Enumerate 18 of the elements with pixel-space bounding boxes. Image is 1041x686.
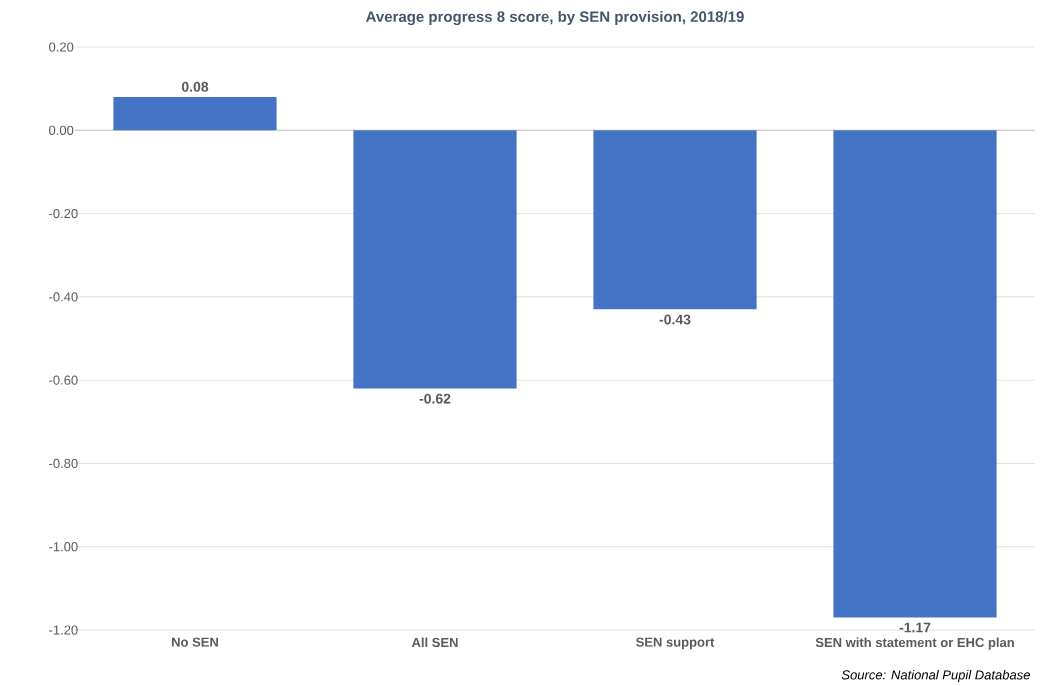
y-tick-label: -0.40	[49, 292, 78, 302]
data-label: 0.08	[181, 81, 209, 92]
x-tick-label: No SEN	[172, 637, 218, 647]
x-tick-label: SEN with statement or EHC plan	[815, 637, 1014, 650]
x-tick-label: SEN support	[636, 637, 715, 650]
source-note: Source: National Pupil Database	[841, 669, 1030, 683]
y-tick-label: -0.80	[49, 458, 78, 469]
x-tick-label: All SEN	[411, 637, 458, 648]
y-tick-label: -1.00	[49, 542, 78, 552]
data-label: -0.43	[659, 314, 691, 325]
y-tick-label: 0.20	[49, 42, 74, 52]
y-tick-label: 0.00	[49, 125, 74, 135]
chart-title: Average progress 8 score, by SEN provision, 2018/19	[365, 10, 744, 26]
data-label: -0.62	[419, 393, 451, 404]
y-tick-label: -0.60	[49, 375, 78, 385]
y-tick-label: -1.20	[49, 625, 78, 635]
y-tick-label: -0.20	[49, 208, 78, 219]
data-label: -1.17	[899, 622, 931, 633]
